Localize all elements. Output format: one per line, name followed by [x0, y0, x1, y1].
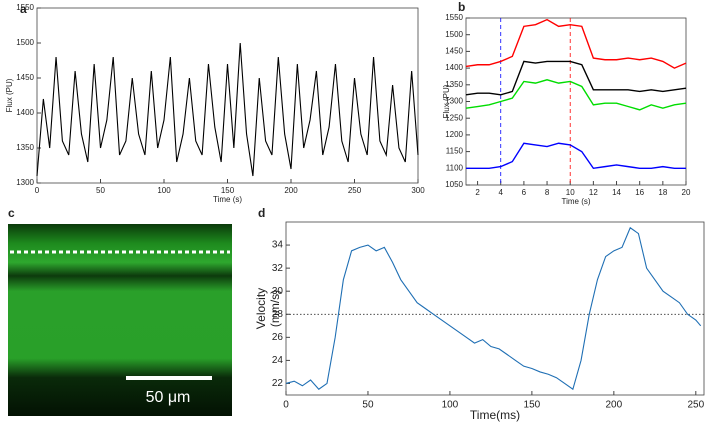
x-tick-label: 6 [522, 188, 527, 197]
y-tick-label: 1350 [445, 80, 463, 89]
y-tick-label: 1300 [445, 97, 463, 106]
y-axis-label: Velocity [254, 288, 268, 329]
y-tick-label: 1500 [445, 30, 463, 39]
y-tick-label: 26 [272, 332, 284, 343]
x-tick-label: 14 [612, 188, 621, 197]
x-tick-label: 250 [348, 186, 362, 195]
x-tick-label: 100 [157, 186, 171, 195]
x-tick-label: 10 [566, 188, 575, 197]
y-tick-label: 1250 [445, 113, 463, 122]
y-tick-label: 34 [272, 240, 284, 251]
y-tick-label: 1050 [445, 180, 463, 189]
y-tick-label: 1300 [16, 178, 34, 187]
x-tick-label: 18 [658, 188, 667, 197]
x-tick-label: 0 [283, 400, 289, 411]
x-axis-label: Time(ms) [470, 408, 520, 422]
x-tick-label: 250 [687, 400, 704, 411]
panel-c: c 50 μm [8, 206, 232, 416]
x-tick-label: 12 [589, 188, 598, 197]
y-tick-label: 22 [272, 378, 284, 389]
y-tick-label: 1550 [445, 13, 463, 22]
x-axis-label: Time (s) [561, 197, 590, 206]
data-line [465, 18, 687, 69]
x-tick-label: 50 [362, 400, 374, 411]
y-tick-label: 1350 [16, 143, 34, 152]
y-tick-label: 1100 [446, 163, 464, 172]
x-tick-label: 50 [96, 186, 105, 195]
y-tick-label: 30 [272, 286, 284, 297]
x-tick-label: 150 [524, 400, 541, 411]
x-tick-label: 4 [499, 188, 504, 197]
data-line [285, 226, 702, 391]
y-tick-label: 1450 [16, 73, 34, 82]
x-tick-label: 20 [682, 188, 691, 197]
plot-frame [36, 7, 419, 184]
y-tick-label: 24 [272, 355, 284, 366]
x-tick-label: 0 [35, 186, 40, 195]
y-axis-label: (mm/s) [268, 290, 282, 327]
y-tick-label: 1150 [446, 147, 464, 156]
x-tick-label: 100 [442, 400, 459, 411]
scale-bar-label: 50 μm [146, 389, 191, 406]
panel-label: d [258, 206, 265, 220]
y-tick-label: 1400 [16, 108, 34, 117]
x-tick-label: 200 [605, 400, 622, 411]
y-tick-label: 1200 [445, 130, 463, 139]
x-tick-label: 16 [635, 188, 644, 197]
x-tick-label: 8 [545, 188, 550, 197]
data-line [465, 79, 687, 111]
data-line [466, 142, 686, 170]
data-line [465, 60, 687, 96]
y-axis-label: Flux (PU) [442, 84, 451, 118]
plot-frame [285, 221, 705, 396]
x-tick-label: 300 [411, 186, 425, 195]
y-tick-label: 32 [272, 263, 284, 274]
panel-label: c [8, 206, 15, 220]
data-line [36, 42, 419, 177]
micrograph [8, 224, 232, 416]
x-tick-label: 2 [475, 188, 480, 197]
x-axis-label: Time (s) [213, 195, 242, 204]
y-tick-label: 1550 [16, 3, 34, 12]
y-tick-label: 1450 [445, 47, 463, 56]
y-tick-label: 1400 [445, 63, 463, 72]
y-axis-label: Flux (PU) [5, 78, 14, 112]
y-tick-label: 28 [272, 309, 284, 320]
x-tick-label: 200 [284, 186, 298, 195]
panel-label: b [458, 0, 465, 14]
y-tick-label: 1500 [16, 38, 34, 47]
panel-label: a [20, 2, 27, 16]
x-tick-label: 150 [221, 186, 235, 195]
